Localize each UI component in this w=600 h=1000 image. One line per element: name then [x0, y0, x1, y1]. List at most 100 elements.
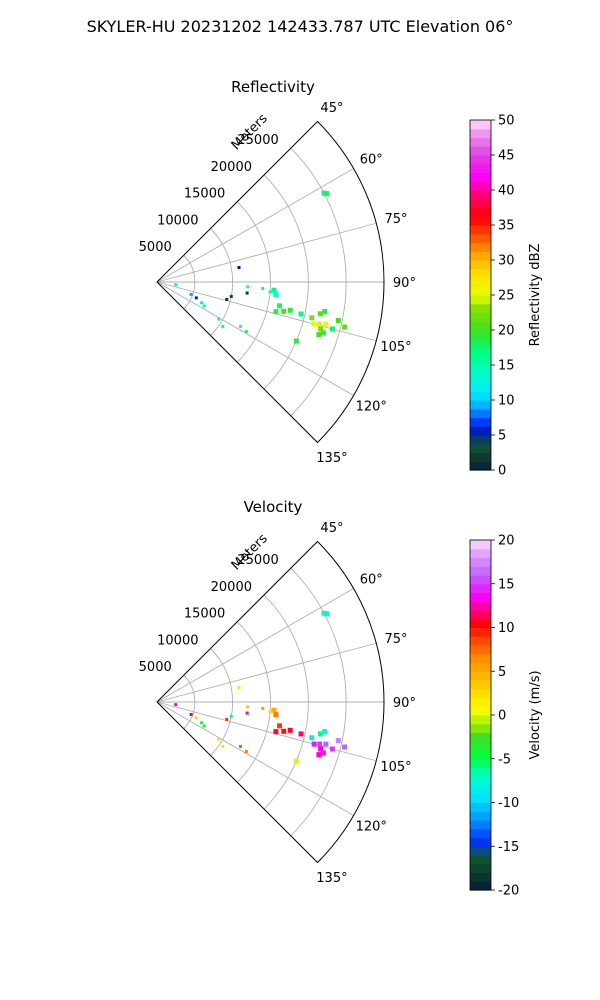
colorbar-segment — [470, 155, 491, 165]
radar-gate — [287, 307, 293, 313]
radar-gate — [202, 304, 206, 308]
azimuth-grid-line — [156, 642, 377, 703]
radar-gate — [311, 741, 317, 747]
radar-gate — [316, 752, 322, 758]
radar-gate — [329, 746, 335, 752]
colorbar-segment — [470, 610, 491, 620]
colorbar-tick-label: 25 — [498, 289, 515, 304]
radar-gate — [287, 727, 293, 733]
radar-gate — [293, 338, 299, 344]
radar-gate — [268, 290, 272, 294]
azimuth-tick-label: 135° — [316, 871, 347, 886]
radar-gate — [281, 728, 287, 734]
colorbar-segment — [470, 776, 491, 786]
radar-gate — [318, 746, 324, 752]
colorbar-segment — [470, 347, 491, 357]
colorbar-segment — [470, 225, 491, 235]
range-tick-label: 10000 — [157, 213, 198, 228]
colorbar-tick-label: 5 — [498, 665, 506, 680]
velocity-panel: Velocity 45° 60° 75° 90° 105° 120° 135° 5000 1000… — [139, 498, 543, 899]
colorbar-tick-label: 45 — [498, 149, 515, 164]
radar-gate — [317, 731, 323, 737]
azimuth-tick-label: 90° — [393, 696, 416, 711]
radar-gate — [194, 296, 198, 300]
colorbar-tick-label: 0 — [498, 464, 506, 479]
radar-gate — [261, 706, 265, 710]
colorbar-segment — [470, 277, 491, 287]
radar-gate — [317, 321, 323, 327]
colorbar-tick-label: -10 — [498, 796, 519, 811]
radar-gate — [298, 731, 304, 737]
radar-gate — [293, 758, 299, 764]
radar-gate — [277, 303, 283, 309]
colorbar-segment — [470, 671, 491, 681]
radar-gate — [281, 308, 287, 314]
azimuth-grid-line — [156, 281, 354, 396]
radar-gate — [342, 324, 348, 330]
radar-gate — [316, 332, 322, 338]
radar-gate — [335, 318, 341, 324]
colorbar-segment — [470, 627, 491, 637]
radar-gate — [335, 738, 341, 744]
colorbar-segment — [470, 408, 491, 419]
radar-gate — [239, 324, 243, 328]
radar-gate — [200, 721, 204, 725]
colorbar-label: Velocity (m/s) — [528, 670, 543, 759]
colorbar-segment — [470, 540, 491, 550]
radar-gate — [244, 330, 248, 334]
colorbar-segment — [470, 443, 491, 454]
azimuth-grid-line — [156, 588, 354, 703]
colorbar-tick-label: 20 — [498, 534, 515, 549]
azimuth-grid-line — [156, 701, 377, 762]
radar-gate — [311, 321, 317, 327]
azimuth-tick-label: 45° — [320, 521, 343, 536]
radar-gate — [268, 710, 272, 714]
radar-gate — [217, 737, 221, 741]
range-tick-label: 15000 — [184, 607, 225, 622]
colorbar-segment — [470, 251, 491, 261]
colorbar-segment — [470, 163, 491, 174]
colorbar-segment — [470, 715, 491, 725]
radar-gate — [342, 744, 348, 750]
colorbar-segment — [470, 688, 491, 699]
radar-gate — [273, 711, 279, 717]
colorbar-segment — [470, 391, 491, 401]
colorbar-segment — [470, 303, 491, 314]
azimuth-tick-label: 105° — [380, 340, 411, 355]
colorbar-tick-label: 35 — [498, 219, 515, 234]
colorbar-tick-label: 15 — [498, 577, 515, 592]
colorbar-tick-label: 15 — [498, 359, 515, 374]
panel-title: Velocity — [244, 498, 303, 516]
colorbar-tick-label: 10 — [498, 621, 515, 636]
radar-gate — [217, 317, 221, 321]
radar-gate — [245, 291, 249, 295]
radar-gate — [246, 705, 250, 709]
panel-title: Reflectivity — [231, 78, 315, 96]
azimuth-tick-label: 75° — [384, 632, 407, 647]
radar-gate — [317, 741, 323, 747]
radar-gate — [225, 297, 229, 301]
colorbar-segment — [470, 872, 491, 882]
radar-gate — [237, 686, 241, 690]
colorbar-segment — [470, 741, 491, 751]
colorbar-segment — [470, 636, 491, 646]
radar-gate — [329, 326, 335, 332]
colorbar-segment — [470, 548, 491, 559]
colorbar-segment — [470, 461, 491, 471]
colorbar-segment — [470, 881, 491, 891]
range-tick-label: 5000 — [139, 660, 172, 675]
colorbar-segment — [470, 575, 491, 585]
azimuth-tick-label: 120° — [356, 400, 387, 415]
colorbar-segment — [470, 855, 491, 865]
range-tick-label: 20000 — [211, 580, 252, 595]
colorbar-segment — [470, 338, 491, 349]
colorbar-tick-label: 10 — [498, 394, 515, 409]
radar-gate — [244, 750, 248, 754]
radar-gate — [273, 309, 279, 315]
radar-gate — [309, 315, 315, 321]
range-tick-label: 5000 — [139, 240, 172, 255]
colorbar-segment — [470, 172, 491, 182]
colorbar-segment — [470, 400, 491, 410]
colorbar-segment — [470, 680, 491, 690]
azimuth-tick-label: 75° — [384, 212, 407, 227]
